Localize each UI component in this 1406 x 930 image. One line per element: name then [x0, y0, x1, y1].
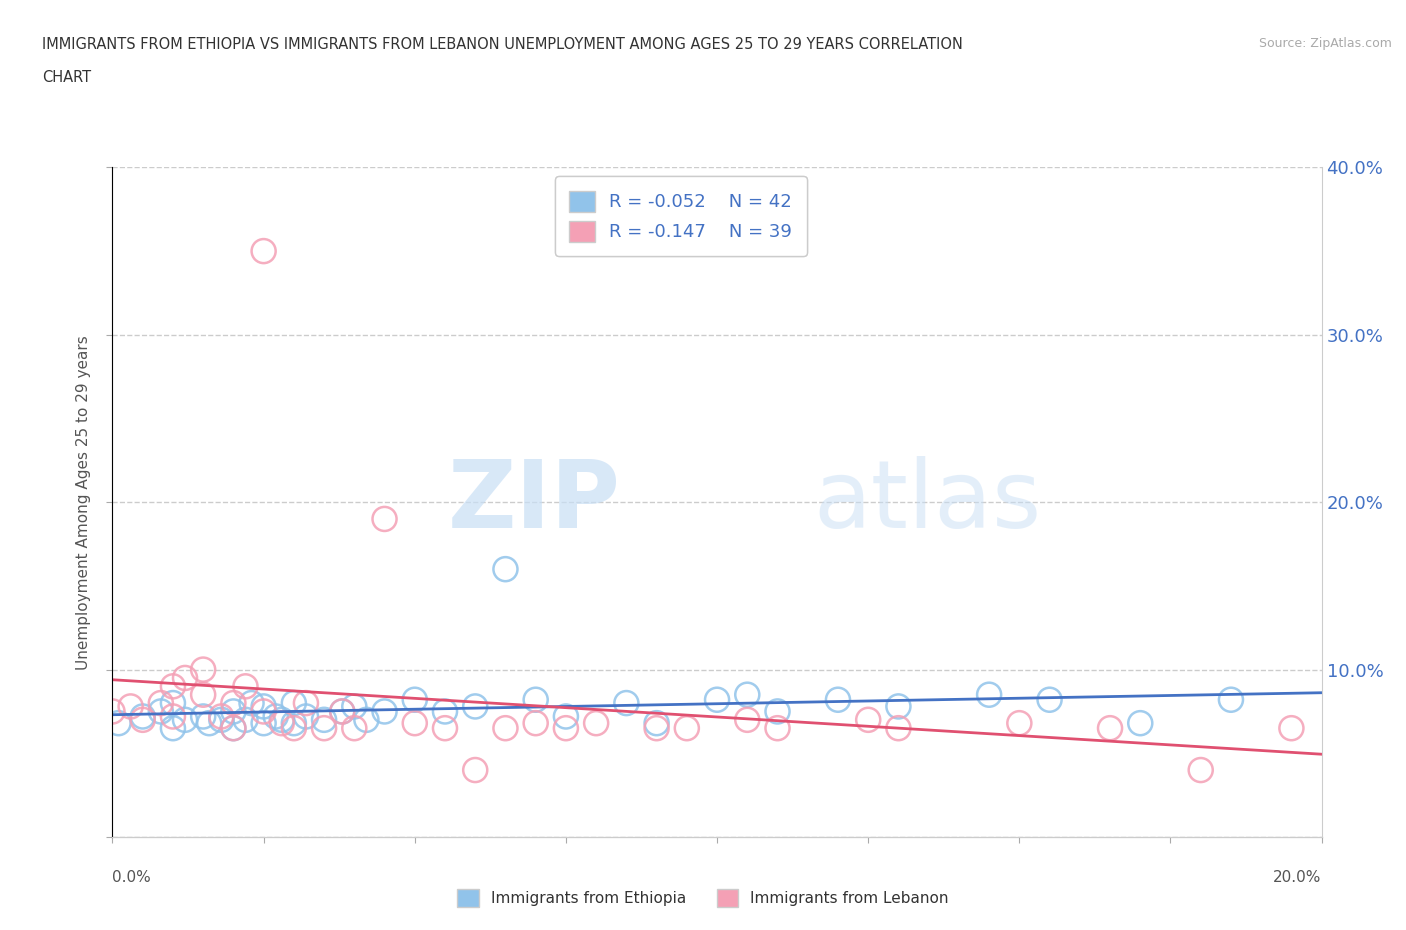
Point	[270, 712, 292, 727]
Point	[554, 709, 576, 724]
Text: atlas: atlas	[814, 457, 1042, 548]
Text: IMMIGRANTS FROM ETHIOPIA VS IMMIGRANTS FROM LEBANON UNEMPLOYMENT AMONG AGES 25 T: IMMIGRANTS FROM ETHIOPIA VS IMMIGRANTS F…	[42, 37, 963, 52]
Point	[1129, 716, 1152, 731]
Point	[766, 704, 789, 719]
Point	[464, 699, 486, 714]
Point	[198, 716, 221, 731]
Point	[132, 709, 155, 724]
Point	[253, 716, 276, 731]
Point	[495, 721, 517, 736]
Point	[235, 679, 257, 694]
Point	[766, 721, 789, 736]
Text: CHART: CHART	[42, 70, 91, 85]
Point	[295, 696, 318, 711]
Point	[283, 696, 305, 711]
Point	[264, 709, 287, 724]
Point	[827, 692, 849, 707]
Point	[270, 716, 292, 731]
Point	[464, 763, 486, 777]
Point	[706, 692, 728, 707]
Point	[314, 721, 336, 736]
Point	[149, 704, 172, 719]
Point	[222, 704, 245, 719]
Point	[132, 712, 155, 727]
Point	[162, 709, 184, 724]
Point	[404, 716, 426, 731]
Text: 20.0%: 20.0%	[1274, 870, 1322, 884]
Point	[174, 671, 197, 685]
Text: Source: ZipAtlas.com: Source: ZipAtlas.com	[1258, 37, 1392, 50]
Point	[374, 704, 396, 719]
Point	[856, 712, 880, 727]
Point	[433, 704, 456, 719]
Legend: R = -0.052    N = 42, R = -0.147    N = 39: R = -0.052 N = 42, R = -0.147 N = 39	[555, 177, 807, 256]
Point	[253, 704, 276, 719]
Point	[1279, 721, 1302, 736]
Point	[1038, 692, 1062, 707]
Point	[222, 721, 245, 736]
Point	[495, 562, 517, 577]
Point	[191, 662, 214, 677]
Point	[283, 721, 305, 736]
Point	[645, 716, 668, 731]
Point	[887, 699, 910, 714]
Legend: Immigrants from Ethiopia, Immigrants from Lebanon: Immigrants from Ethiopia, Immigrants fro…	[451, 884, 955, 913]
Point	[222, 696, 245, 711]
Point	[191, 687, 214, 702]
Point	[645, 721, 668, 736]
Point	[174, 712, 197, 727]
Point	[209, 712, 232, 727]
Y-axis label: Unemployment Among Ages 25 to 29 years: Unemployment Among Ages 25 to 29 years	[76, 335, 91, 670]
Point	[149, 696, 172, 711]
Point	[330, 704, 353, 719]
Point	[209, 709, 232, 724]
Point	[554, 721, 576, 736]
Point	[737, 687, 759, 702]
Point	[343, 699, 366, 714]
Point	[240, 696, 263, 711]
Point	[433, 721, 456, 736]
Point	[162, 721, 184, 736]
Point	[977, 687, 1000, 702]
Point	[374, 512, 396, 526]
Point	[235, 712, 257, 727]
Text: ZIP: ZIP	[447, 457, 620, 548]
Text: 0.0%: 0.0%	[112, 870, 152, 884]
Point	[1008, 716, 1031, 731]
Point	[616, 696, 638, 711]
Point	[162, 679, 184, 694]
Point	[404, 692, 426, 707]
Point	[524, 692, 547, 707]
Point	[295, 709, 318, 724]
Point	[1189, 763, 1212, 777]
Point	[675, 721, 697, 736]
Point	[887, 721, 910, 736]
Point	[343, 721, 366, 736]
Point	[191, 709, 214, 724]
Point	[283, 716, 305, 731]
Point	[107, 716, 129, 731]
Point	[101, 704, 124, 719]
Point	[330, 704, 353, 719]
Point	[524, 716, 547, 731]
Point	[314, 712, 336, 727]
Point	[356, 712, 378, 727]
Point	[1098, 721, 1121, 736]
Point	[253, 244, 276, 259]
Point	[222, 721, 245, 736]
Point	[253, 699, 276, 714]
Point	[585, 716, 607, 731]
Point	[120, 699, 142, 714]
Point	[1220, 692, 1243, 707]
Point	[162, 696, 184, 711]
Point	[737, 712, 759, 727]
